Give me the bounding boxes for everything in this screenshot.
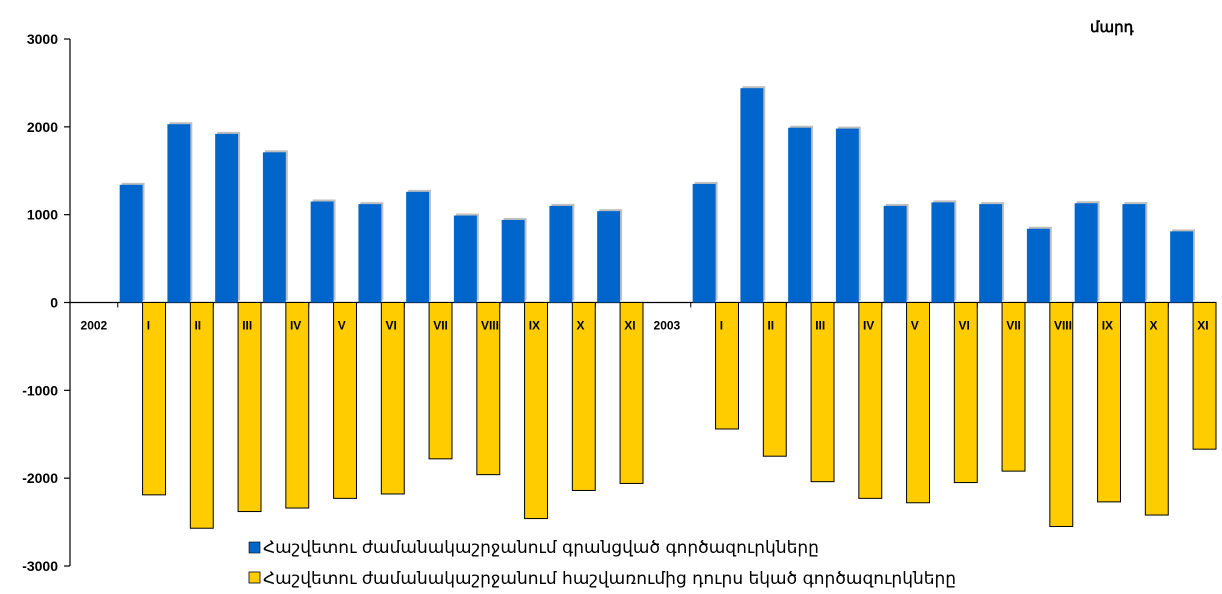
bar-deregistered: [762, 302, 787, 457]
y-tick-label: 0: [50, 295, 58, 311]
bar-registered: [215, 133, 239, 303]
bar-registered: [788, 127, 812, 303]
bar-registered: [835, 128, 859, 303]
x-category-label: 2002: [81, 319, 108, 333]
legend-label-registered: Հաշվետու ժամանակաշրջանում գրանցված գործա…: [263, 538, 819, 558]
x-category-label: VII: [1006, 319, 1021, 333]
bar-deregistered: [715, 302, 740, 430]
y-tick-label: 2000: [27, 119, 58, 135]
x-category-label: II: [767, 319, 774, 333]
bar-registered: [453, 215, 477, 303]
x-category-label: VI: [958, 319, 969, 333]
x-category-label: I: [720, 319, 723, 333]
x-category-label: VI: [385, 319, 396, 333]
bar-registered: [740, 88, 764, 303]
bar-registered: [692, 183, 716, 303]
x-category-label: XI: [624, 319, 635, 333]
x-category-label: IV: [290, 319, 301, 333]
x-category-label: IX: [529, 319, 540, 333]
bar-deregistered: [428, 302, 453, 460]
bar-registered: [931, 202, 955, 303]
bar-registered: [1170, 231, 1194, 303]
bar-deregistered: [1097, 302, 1121, 503]
bar-registered: [979, 204, 1003, 303]
bar-registered: [262, 152, 286, 303]
bar-registered: [1122, 204, 1146, 303]
bar-deregistered: [619, 302, 644, 484]
bar-registered: [883, 205, 907, 303]
bar-deregistered: [858, 302, 883, 499]
y-tick-label: -3000: [22, 558, 58, 574]
bar-registered: [597, 211, 621, 303]
y-tick-label: -1000: [22, 382, 58, 398]
bar-deregistered: [1144, 302, 1169, 516]
bar-deregistered: [953, 302, 978, 484]
y-tick-label: 3000: [27, 31, 58, 47]
bar-deregistered: [906, 302, 931, 504]
x-category-label: III: [242, 319, 252, 333]
x-category-label: III: [815, 319, 825, 333]
bar-deregistered: [571, 302, 596, 491]
bar-deregistered: [285, 302, 310, 509]
bar-deregistered: [1001, 302, 1026, 472]
x-category-label: VIII: [1054, 319, 1072, 333]
bar-registered: [1026, 228, 1050, 303]
bar-deregistered: [142, 302, 167, 496]
x-category-label: V: [911, 319, 919, 333]
bar-deregistered: [1192, 302, 1217, 450]
bar-registered: [549, 205, 573, 303]
bar-deregistered: [189, 302, 214, 529]
bar-deregistered: [524, 302, 549, 520]
bar-deregistered: [1049, 302, 1074, 527]
y-tick-label: -2000: [22, 470, 58, 486]
bars: [119, 86, 1217, 529]
bar-registered: [358, 204, 382, 303]
x-category-label: IV: [863, 319, 874, 333]
bar-registered: [167, 124, 191, 303]
bar-deregistered: [333, 302, 357, 499]
legend-label-deregistered: Հաշվետու ժամանակաշրջանում հաշվառումից դո…: [263, 569, 956, 589]
bar-deregistered: [476, 302, 501, 476]
bar-registered: [501, 219, 525, 303]
bar-registered: [406, 191, 430, 303]
legend-swatch-registered: [248, 541, 261, 554]
bar-registered: [1074, 203, 1098, 303]
bar-deregistered: [810, 302, 835, 483]
x-category-label: XI: [1197, 319, 1208, 333]
unit-label: մարդ: [1090, 19, 1135, 36]
x-category-label: IX: [1102, 319, 1113, 333]
x-category-label: 2003: [654, 319, 681, 333]
bar-deregistered: [380, 302, 405, 495]
legend-swatch-deregistered: [248, 571, 261, 584]
x-category-label: V: [338, 319, 346, 333]
bar-registered: [119, 184, 143, 303]
x-category-label: II: [194, 319, 201, 333]
x-category-label: VII: [433, 319, 448, 333]
bar-registered: [310, 201, 334, 303]
x-category-label: I: [147, 319, 150, 333]
y-tick-label: 1000: [27, 207, 58, 223]
x-category-label: X: [576, 319, 584, 333]
bar-deregistered: [237, 302, 262, 513]
legend: Հաշվետու ժամանակաշրջանում գրանցված գործա…: [248, 538, 956, 589]
x-category-label: VIII: [481, 319, 499, 333]
x-category-label: X: [1149, 319, 1157, 333]
